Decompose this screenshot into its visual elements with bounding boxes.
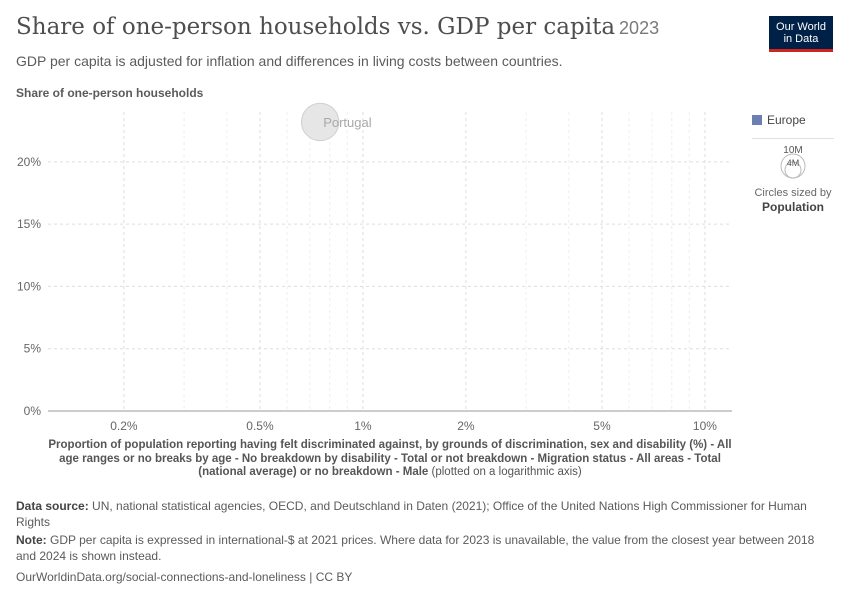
size-note-variable: Population [762,200,824,214]
x-axis-scale-note: (plotted on a logarithmic axis) [431,466,582,478]
legend-item-europe[interactable]: Europe [752,113,806,127]
x-tick-label: 1% [354,419,372,433]
x-tick-label: 2% [457,419,475,433]
x-gridlines [123,112,706,411]
data-point-label: Portugal [323,115,372,130]
data-point-circle [300,102,340,142]
chart-title: Share of one-person households vs. GDP p… [16,14,659,40]
x-tick-label: 10% [693,419,717,433]
x-tick-label: 0.5% [246,419,274,433]
data-source-label: Data source: [16,499,89,513]
legend-label-europe: Europe [767,113,806,127]
data-source: Data source: UN, national statistical ag… [16,498,816,530]
owid-logo[interactable]: Our World in Data [769,16,833,52]
size-legend-value-small: 4M [787,158,800,168]
size-legend-note: Circles sized by Population [752,186,834,215]
data-source-text: UN, national statistical agencies, OECD,… [16,499,807,529]
y-axis-title: Share of one-person households [16,86,204,100]
logo-line-1: Our World [776,20,826,33]
chart-subtitle: GDP per capita is adjusted for inflation… [16,53,563,69]
y-tick-label: 0% [24,404,42,418]
x-tick-label: 5% [593,419,611,433]
source-url[interactable]: OurWorldinData.org/social-connections-an… [16,570,353,584]
legend-swatch-europe [752,115,762,125]
title-text: Share of one-person households vs. GDP p… [16,14,616,40]
size-legend-circle-small [784,161,802,179]
y-tick-label: 15% [17,217,41,231]
y-tick-label: 20% [17,155,41,169]
note-text: GDP per capita is expressed in internati… [16,533,815,563]
y-tick-labels: 0% 5% 10% 15% 20% [17,155,41,418]
size-legend-value-large: 10M [783,145,802,156]
data-points: Portugal [300,102,372,142]
size-legend: 10M 4M [752,138,834,179]
x-axis-title: Proportion of population reporting havin… [40,439,740,480]
y-tick-label: 10% [17,279,41,293]
y-gridlines [48,161,732,350]
x-tick-label: 0.2% [110,419,138,433]
x-tick-labels: 0.2% 0.5% 1% 2% 5% 10% [110,419,717,433]
title-year: 2023 [619,18,660,38]
logo-line-2: in Data [783,32,819,45]
x-axis-title-text: Proportion of population reporting havin… [48,439,732,478]
y-tick-label: 5% [24,342,42,356]
note-label: Note: [16,533,47,547]
chart-note: Note: GDP per capita is expressed in int… [16,532,816,564]
size-note-text: Circles sized by [754,187,832,199]
